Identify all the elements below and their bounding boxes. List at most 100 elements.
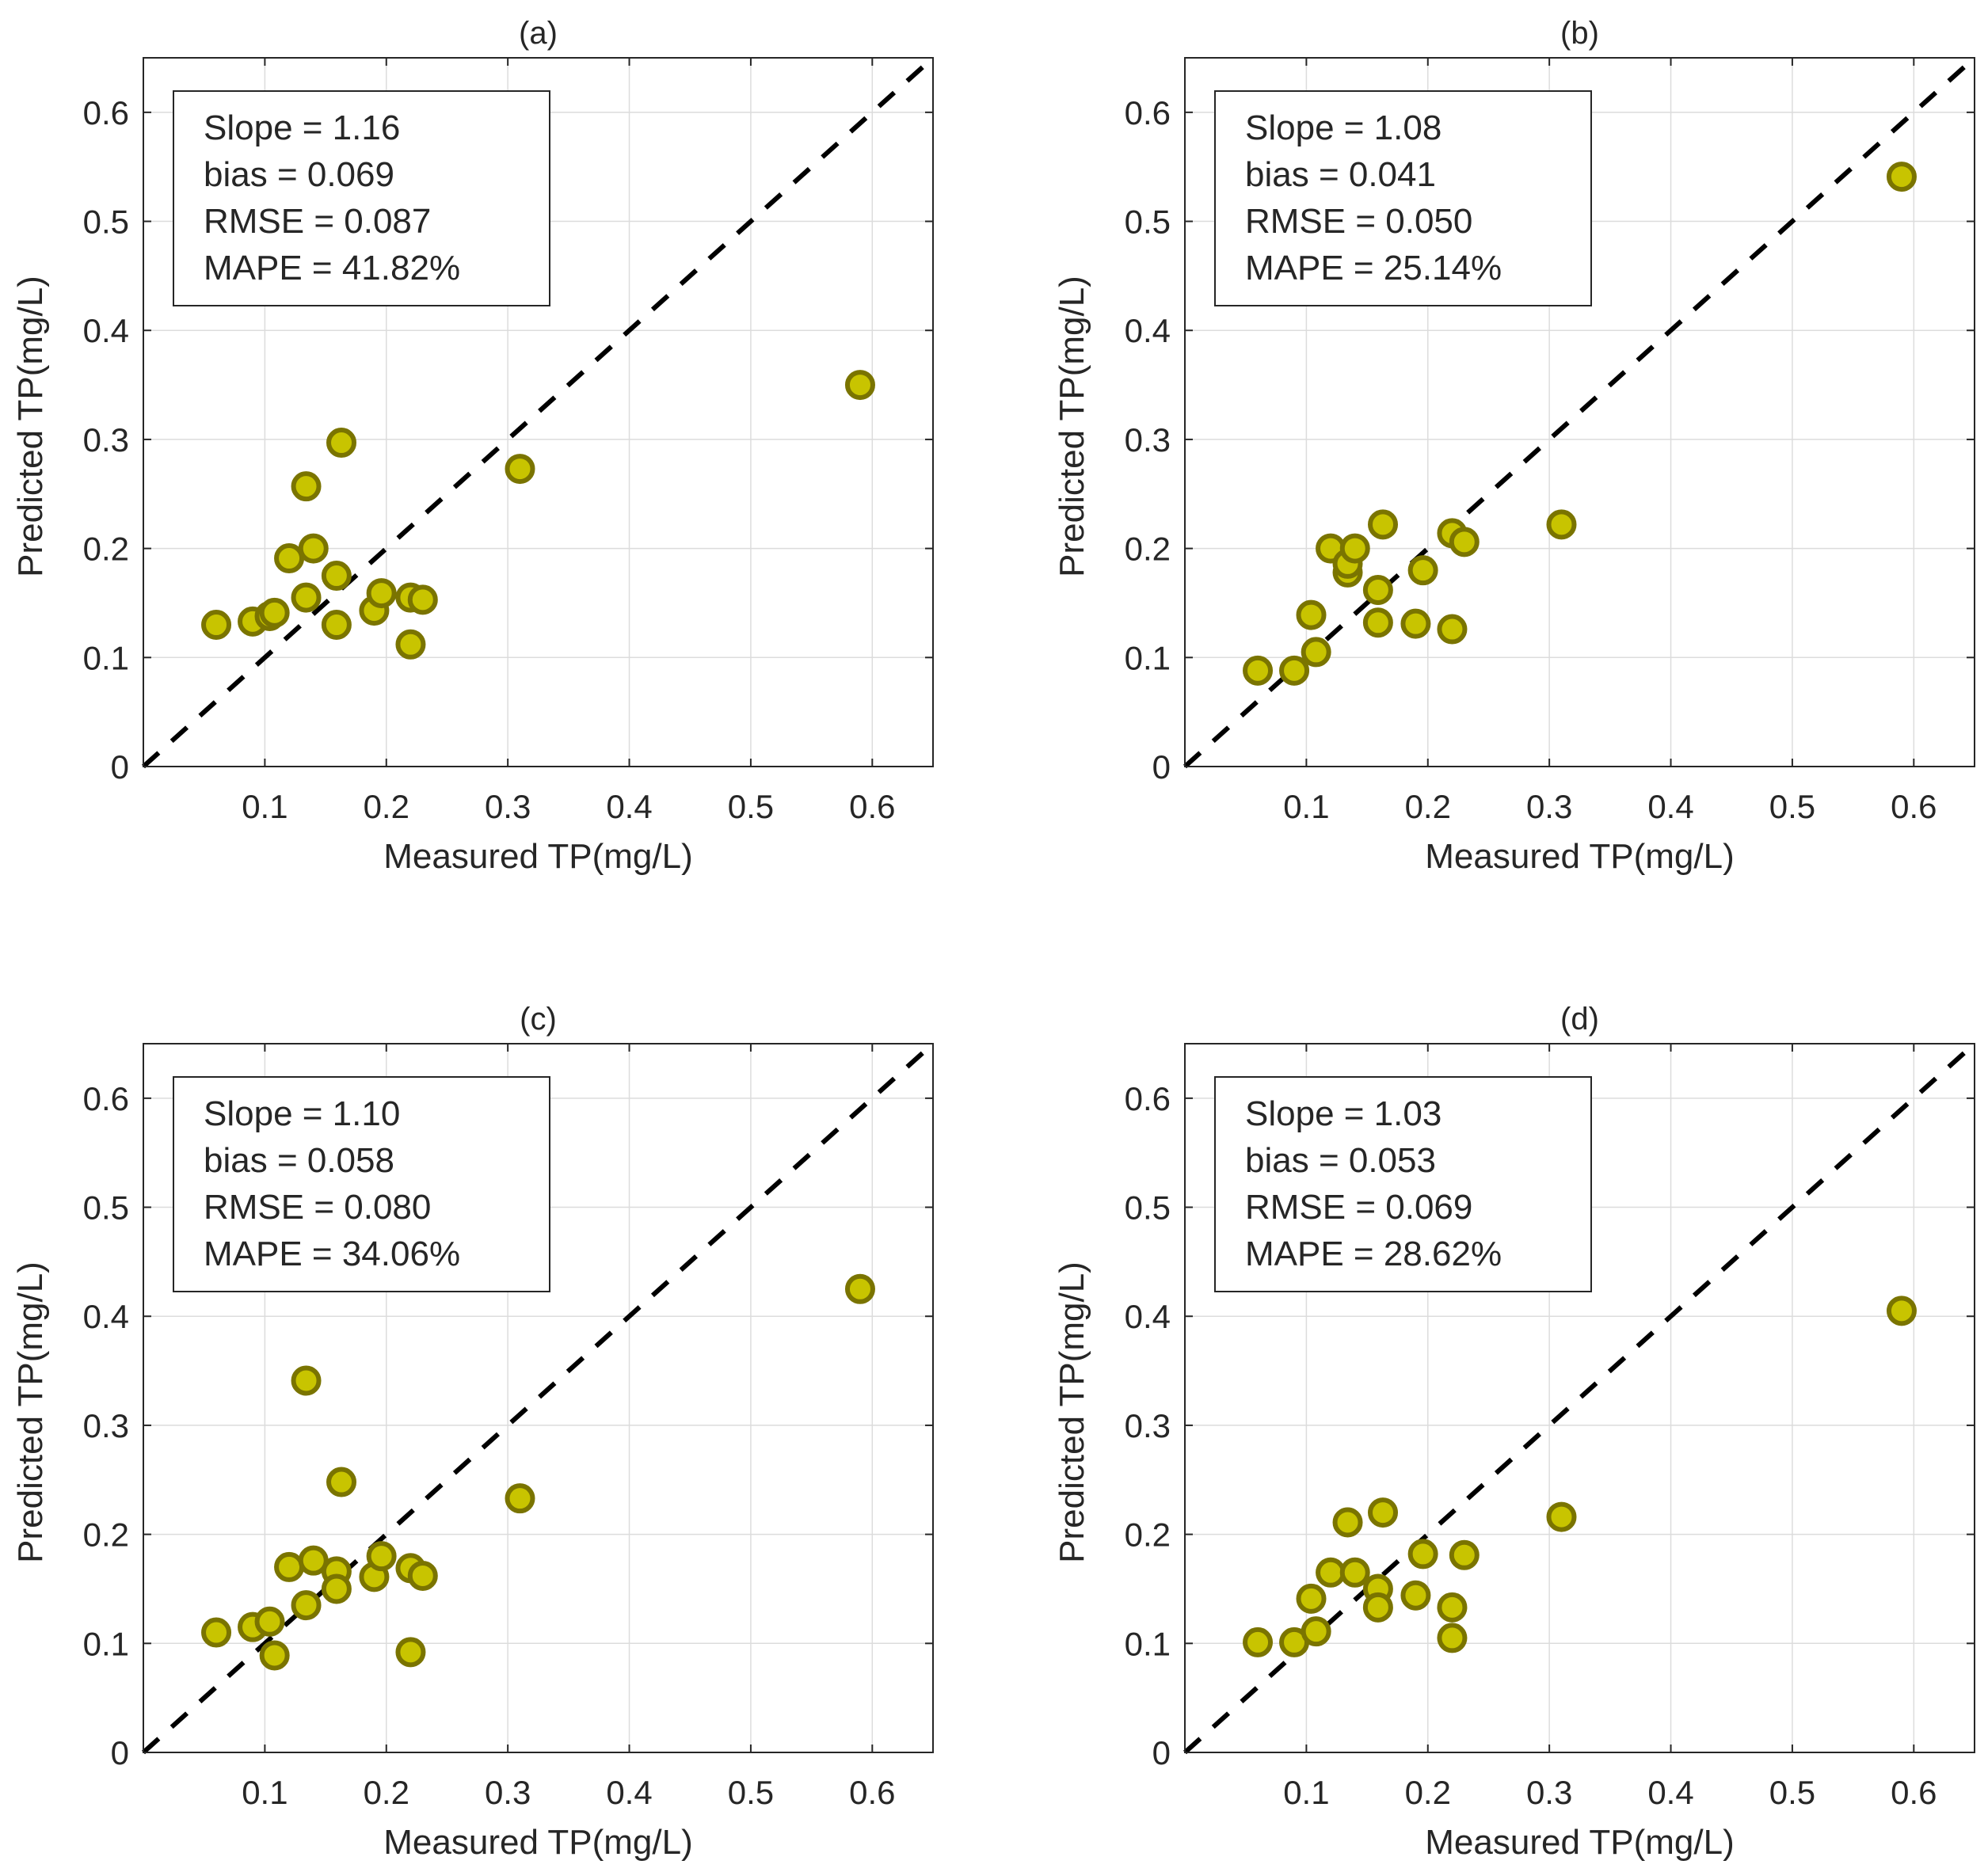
- data-point: [1407, 555, 1438, 586]
- stats-line: bias = 0.053: [1245, 1141, 1436, 1180]
- reference-line-1to1: [1183, 55, 1977, 769]
- y-tick-label: 0.4: [1125, 1298, 1171, 1335]
- stats-line: MAPE = 34.06%: [204, 1235, 460, 1273]
- data-point: [326, 428, 357, 458]
- stats-line: Slope = 1.10: [204, 1094, 400, 1133]
- x-tick-label: 0.4: [1647, 788, 1693, 825]
- axes-frame: [1184, 57, 1975, 767]
- data-point: [1279, 655, 1310, 686]
- reference-line-1to1: [1183, 1041, 1977, 1755]
- x-axis-label: Measured TP(mg/L): [1425, 837, 1734, 876]
- y-tick-label: 0: [1152, 1734, 1171, 1771]
- stats-line: RMSE = 0.087: [204, 202, 431, 241]
- x-tick-label: 0.2: [1405, 1774, 1451, 1811]
- data-point: [201, 610, 232, 640]
- data-point: [291, 582, 322, 613]
- data-point: [1362, 1592, 1393, 1623]
- data-point: [366, 578, 397, 609]
- panel-c: 0.1 0.2 0.3 0.4 0.5 0.6 0 0.1 0.2 0.3 0.4 0.5 0.6 Slo…: [11, 1002, 935, 1862]
- data-point: [407, 584, 438, 615]
- data-point: [1449, 1539, 1480, 1570]
- data-point: [366, 1541, 397, 1572]
- data-point: [1400, 1580, 1431, 1611]
- reference-line-1to1: [141, 55, 935, 769]
- y-tick-label: 0.5: [83, 204, 129, 241]
- data-point: [505, 1483, 535, 1514]
- data-point: [844, 1273, 875, 1304]
- panel-title: (d): [1560, 1002, 1599, 1037]
- x-axis-label: Measured TP(mg/L): [383, 837, 692, 876]
- x-tick-label: 0.2: [364, 1774, 409, 1811]
- data-point: [1243, 655, 1274, 686]
- y-tick-label: 0.3: [1125, 421, 1171, 458]
- y-tick-label: 0.5: [1125, 204, 1171, 241]
- stats-line: bias = 0.058: [204, 1141, 394, 1180]
- stats-line: MAPE = 41.82%: [204, 249, 460, 287]
- y-axis-label: Predicted TP(mg/L): [1053, 276, 1091, 577]
- x-axis-label: Measured TP(mg/L): [383, 1823, 692, 1862]
- stats-line: RMSE = 0.050: [1245, 202, 1472, 241]
- data-point: [274, 1551, 305, 1582]
- y-axis-label: Predicted TP(mg/L): [11, 1261, 50, 1563]
- y-tick-label: 0.1: [1125, 639, 1171, 676]
- data-point: [259, 1640, 290, 1671]
- stats-line: RMSE = 0.080: [204, 1188, 431, 1227]
- stats-line: Slope = 1.08: [1245, 108, 1441, 147]
- panel-title: (a): [519, 16, 558, 51]
- x-tick-label: 0.6: [849, 1774, 895, 1811]
- data-point: [505, 454, 535, 485]
- data-point: [844, 370, 875, 401]
- data-point: [1886, 162, 1917, 192]
- y-tick-label: 0.6: [83, 94, 129, 131]
- data-point: [1546, 509, 1577, 540]
- y-tick-label: 0.6: [83, 1080, 129, 1117]
- data-point: [1546, 1501, 1577, 1532]
- data-point: [1301, 1616, 1331, 1647]
- x-tick-label: 0.3: [485, 788, 531, 825]
- data-point: [1339, 1557, 1370, 1588]
- y-tick-label: 0.1: [83, 639, 129, 676]
- x-tick-label: 0.5: [728, 788, 774, 825]
- data-point: [1362, 574, 1393, 605]
- stats-line: MAPE = 25.14%: [1245, 249, 1502, 287]
- x-tick-label: 0.5: [1769, 1774, 1815, 1811]
- data-point: [1301, 637, 1331, 668]
- x-tick-label: 0.6: [849, 788, 895, 825]
- x-tick-label: 0.4: [606, 788, 652, 825]
- data-point: [254, 1606, 285, 1637]
- stats-line: RMSE = 0.069: [1245, 1188, 1472, 1227]
- x-tick-label: 0.3: [1526, 788, 1572, 825]
- y-tick-label: 0.4: [1125, 312, 1171, 349]
- y-tick-label: 0.6: [1125, 94, 1171, 131]
- y-tick-label: 0.3: [83, 1407, 129, 1444]
- panel-title: (c): [520, 1002, 557, 1037]
- x-tick-label: 0.2: [364, 788, 409, 825]
- stats-line: Slope = 1.16: [204, 108, 400, 147]
- data-point: [1332, 1507, 1363, 1538]
- x-tick-label: 0.2: [1405, 788, 1451, 825]
- y-tick-label: 0.5: [83, 1189, 129, 1227]
- y-tick-label: 0: [1152, 748, 1171, 786]
- x-tick-label: 0.4: [606, 1774, 652, 1811]
- x-tick-label: 0.4: [1647, 1774, 1693, 1811]
- stats-box: [1214, 90, 1592, 306]
- y-tick-label: 0.3: [1125, 1407, 1171, 1444]
- x-tick-label: 0.3: [485, 1774, 531, 1811]
- data-point: [407, 1560, 438, 1591]
- axes-frame: [143, 1043, 934, 1753]
- data-point: [395, 629, 426, 660]
- y-axis-label: Predicted TP(mg/L): [1053, 1261, 1091, 1563]
- y-tick-label: 0: [111, 1734, 129, 1771]
- data-point: [1296, 599, 1327, 630]
- y-tick-label: 0.5: [1125, 1189, 1171, 1227]
- reference-line-1to1: [141, 1041, 935, 1755]
- stats-line: bias = 0.041: [1245, 155, 1436, 194]
- x-tick-label: 0.1: [1283, 1774, 1329, 1811]
- x-tick-label: 0.6: [1891, 1774, 1937, 1811]
- data-point: [1407, 1539, 1438, 1570]
- data-point: [291, 1590, 322, 1621]
- data-point: [1437, 614, 1468, 645]
- panel-b: 0.1 0.2 0.3 0.4 0.5 0.6 0 0.1 0.2 0.3 0.4 0.5 0.6 Slo…: [1053, 16, 1977, 876]
- data-point: [291, 1365, 322, 1396]
